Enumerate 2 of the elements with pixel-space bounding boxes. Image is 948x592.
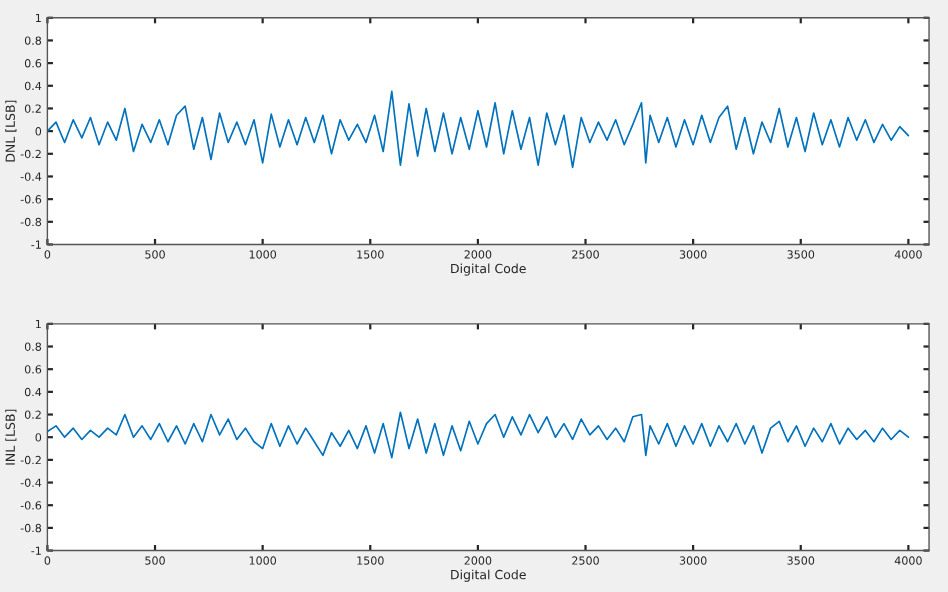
line-series [47,90,910,169]
line-series [47,411,910,459]
